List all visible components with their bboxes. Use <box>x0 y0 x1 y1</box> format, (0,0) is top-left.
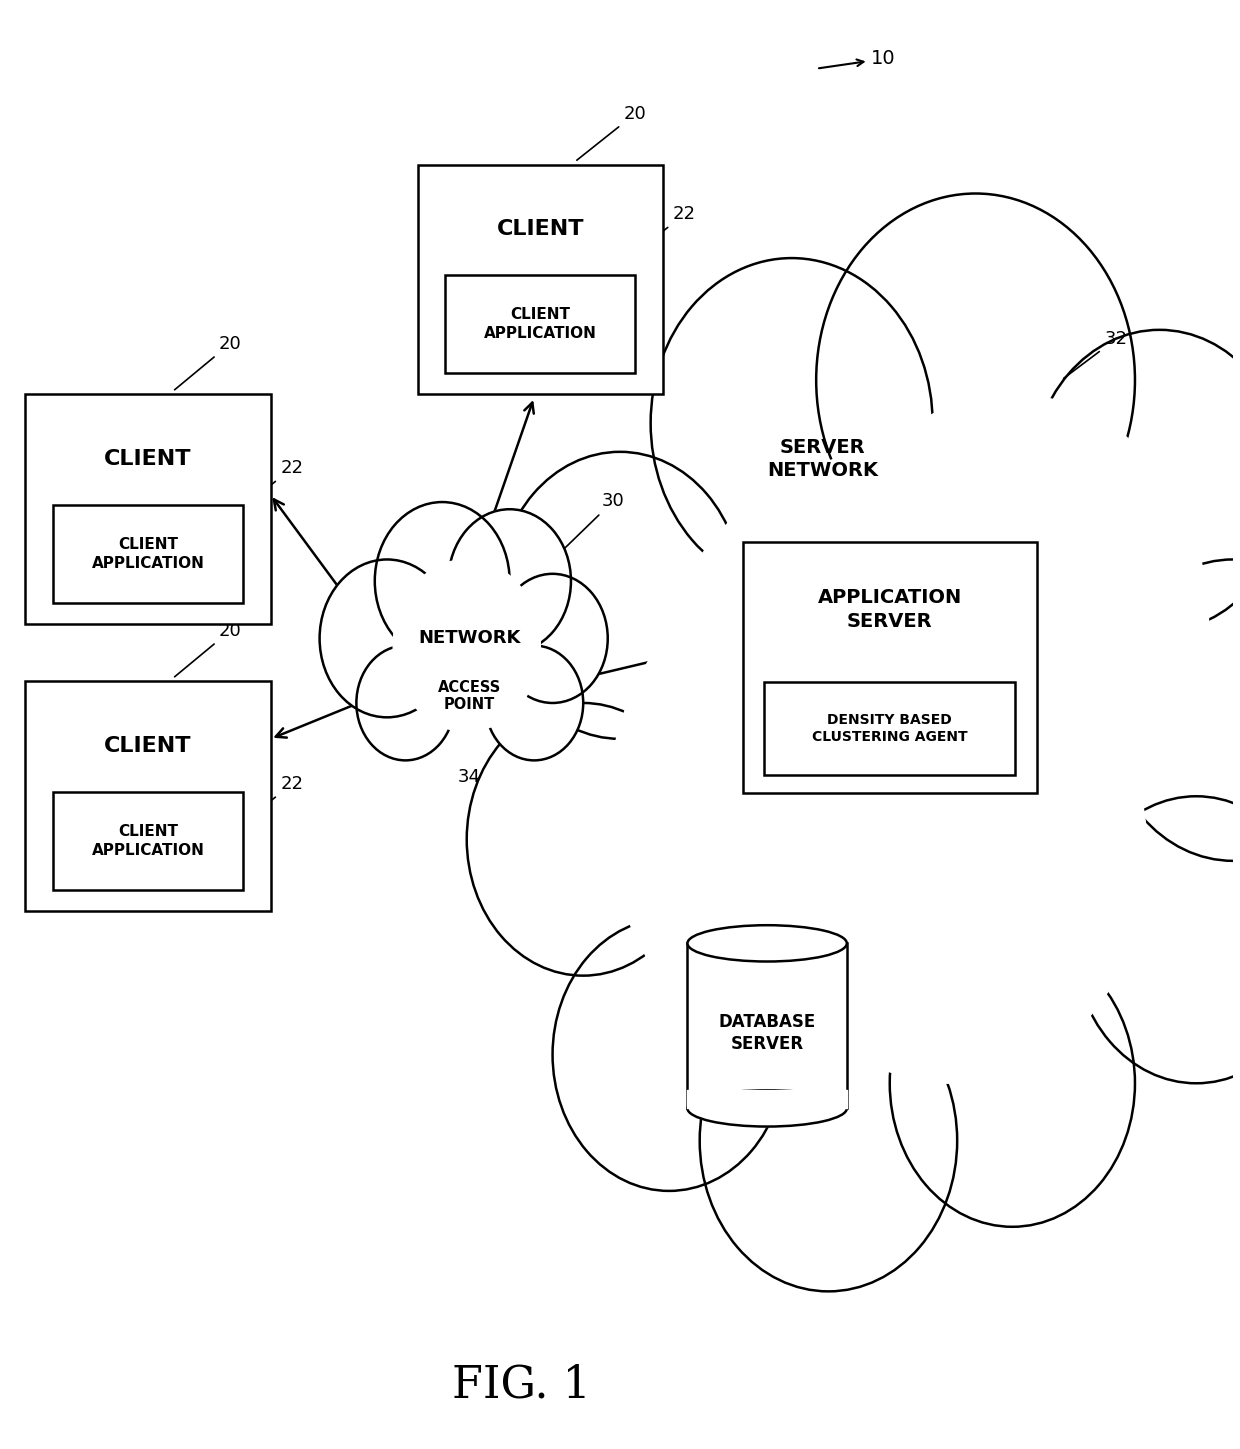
Circle shape <box>816 394 1209 853</box>
Circle shape <box>608 552 1049 1069</box>
Circle shape <box>466 703 699 975</box>
Text: CLIENT: CLIENT <box>496 219 584 239</box>
Bar <box>25 681 270 911</box>
Text: 20: 20 <box>175 335 242 390</box>
Circle shape <box>393 559 541 732</box>
Circle shape <box>449 509 570 652</box>
Circle shape <box>699 990 957 1291</box>
Text: DATABASE
SERVER: DATABASE SERVER <box>718 1013 816 1053</box>
Text: 22: 22 <box>233 775 304 830</box>
Text: CLIENT
APPLICATION: CLIENT APPLICATION <box>484 307 596 341</box>
Circle shape <box>816 194 1135 567</box>
Bar <box>25 394 270 625</box>
Text: 22: 22 <box>233 459 304 514</box>
Circle shape <box>553 919 785 1191</box>
Bar <box>764 682 1016 775</box>
Bar <box>418 165 663 394</box>
Ellipse shape <box>687 926 847 962</box>
Bar <box>687 943 847 1108</box>
Circle shape <box>890 940 1135 1227</box>
Text: 20: 20 <box>175 622 242 677</box>
Bar <box>445 275 635 372</box>
Text: DENSITY BASED
CLUSTERING AGENT: DENSITY BASED CLUSTERING AGENT <box>812 713 967 745</box>
Text: 20: 20 <box>577 104 646 161</box>
Circle shape <box>497 574 608 703</box>
Circle shape <box>320 559 455 717</box>
Circle shape <box>1030 330 1240 632</box>
Ellipse shape <box>687 1090 847 1126</box>
Circle shape <box>645 452 1135 1026</box>
Text: NETWORK: NETWORK <box>418 629 521 648</box>
Circle shape <box>356 646 455 761</box>
Bar <box>743 542 1037 793</box>
Circle shape <box>497 452 743 739</box>
Circle shape <box>816 394 1209 853</box>
Text: CLIENT: CLIENT <box>104 736 192 756</box>
Circle shape <box>374 501 510 659</box>
Text: 44: 44 <box>1042 739 1115 767</box>
Bar <box>53 793 243 890</box>
Text: CLIENT: CLIENT <box>104 449 192 469</box>
Circle shape <box>651 258 932 588</box>
Circle shape <box>485 646 583 761</box>
Circle shape <box>755 625 1147 1084</box>
Text: 22: 22 <box>626 206 696 261</box>
Circle shape <box>645 452 1135 1026</box>
Text: 42: 42 <box>696 885 735 930</box>
Text: 40: 40 <box>849 493 903 536</box>
Text: SERVER
NETWORK: SERVER NETWORK <box>766 438 878 480</box>
Text: CLIENT
APPLICATION: CLIENT APPLICATION <box>92 538 205 571</box>
Text: 34: 34 <box>458 768 481 785</box>
Circle shape <box>1105 559 1240 861</box>
Text: 10: 10 <box>818 49 897 68</box>
Text: FIG. 1: FIG. 1 <box>453 1364 591 1406</box>
Text: CLIENT
APPLICATION: CLIENT APPLICATION <box>92 824 205 858</box>
Circle shape <box>755 625 1147 1084</box>
Text: APPLICATION
SERVER: APPLICATION SERVER <box>817 588 962 630</box>
Bar <box>53 504 243 603</box>
Text: 32: 32 <box>1064 330 1127 378</box>
Text: 30: 30 <box>544 493 625 568</box>
Circle shape <box>1074 797 1240 1084</box>
Circle shape <box>608 552 1049 1069</box>
Text: ACCESS
POINT: ACCESS POINT <box>438 680 501 711</box>
